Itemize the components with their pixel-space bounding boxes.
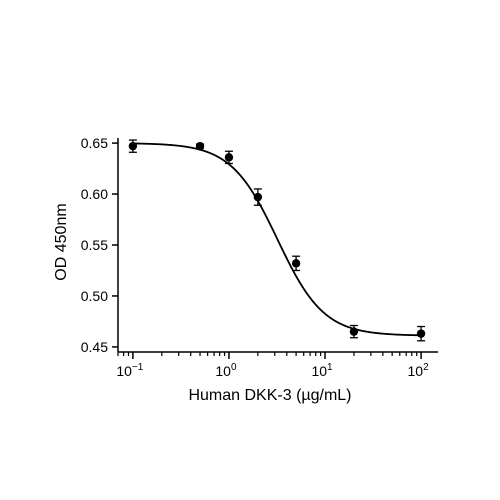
x-tick-base: 10 <box>311 363 327 379</box>
x-tick-base: 10 <box>408 363 424 379</box>
y-tick-label: 0.55 <box>81 237 108 253</box>
x-tick-exponent: 2 <box>423 362 429 373</box>
data-point <box>416 329 426 338</box>
data-point <box>195 141 205 151</box>
x-tick-base: 10 <box>215 363 231 379</box>
data-points-layer <box>128 139 426 342</box>
x-tick-label: 102 <box>408 362 430 379</box>
y-tick-label: 0.60 <box>81 186 108 202</box>
y-axis-label: OD 450nm <box>53 203 70 280</box>
x-tick-exponent: 0 <box>231 362 237 373</box>
x-tick-label: 100 <box>215 362 237 379</box>
y-tick-label: 0.65 <box>81 135 108 151</box>
fit-curve-layer <box>132 142 422 337</box>
data-point <box>224 153 234 162</box>
y-tick-label: 0.50 <box>81 288 108 304</box>
fit-curve <box>132 142 422 337</box>
x-tick-exponent: −1 <box>132 362 144 373</box>
data-point <box>291 259 301 268</box>
data-point <box>128 141 138 151</box>
data-point <box>349 327 359 336</box>
x-tick-base: 10 <box>116 363 132 379</box>
x-tick-exponent: 1 <box>327 362 333 373</box>
x-tick-label: 10−1 <box>116 362 143 379</box>
x-axis-label: Human DKK-3 (µg/mL) <box>188 387 351 404</box>
y-tick-label: 0.45 <box>81 339 108 355</box>
x-tick-label: 101 <box>311 362 333 379</box>
data-point <box>253 192 263 202</box>
